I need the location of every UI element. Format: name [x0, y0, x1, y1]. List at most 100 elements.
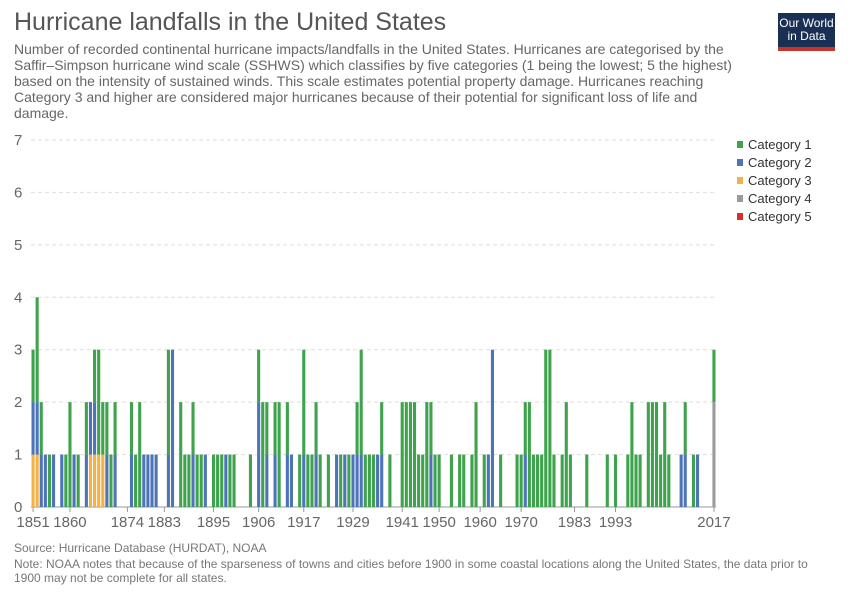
bar-1976-category-1[interactable]	[544, 349, 548, 507]
bar-1996-category-1[interactable]	[626, 454, 630, 507]
bar-1884-category-1[interactable]	[166, 349, 170, 455]
bar-1963-category-2[interactable]	[490, 349, 495, 507]
bar-2017-category-4[interactable]	[712, 402, 716, 507]
bar-1864-category-1[interactable]	[84, 402, 88, 455]
bar-1885-category-2[interactable]	[170, 349, 175, 507]
bar-1981-category-1[interactable]	[564, 402, 568, 507]
bar-1923-category-1[interactable]	[326, 454, 330, 507]
bar-1970-category-1[interactable]	[519, 454, 523, 507]
bar-1945-category-1[interactable]	[417, 454, 421, 507]
bar-1879-category-2[interactable]	[146, 454, 150, 507]
bar-1934-category-1[interactable]	[371, 454, 376, 507]
bar-1893-category-2[interactable]	[203, 454, 207, 507]
bar-1851-category-3[interactable]	[31, 454, 35, 507]
bar-2017-category-1[interactable]	[712, 349, 716, 403]
bar-1932-category-1[interactable]	[363, 454, 367, 507]
bar-1961-category-1[interactable]	[482, 454, 486, 507]
bar-1876-category-1[interactable]	[134, 454, 138, 507]
bar-1897-category-1[interactable]	[220, 454, 224, 507]
bar-1931-category-2[interactable]	[359, 454, 363, 507]
bar-1941-category-1[interactable]	[400, 402, 404, 507]
bar-1928-category-1[interactable]	[347, 454, 351, 507]
bar-1925-category-2[interactable]	[335, 454, 339, 507]
bar-1871-category-2[interactable]	[113, 454, 117, 507]
bar-1851-category-1[interactable]	[31, 349, 35, 403]
bar-1969-category-1[interactable]	[515, 454, 519, 507]
bar-1866-category-2[interactable]	[93, 402, 97, 455]
bar-1919-category-1[interactable]	[310, 454, 314, 507]
legend-label-4[interactable]: Category 4	[748, 191, 812, 206]
bar-1860-category-1[interactable]	[68, 402, 72, 507]
bar-1892-category-1[interactable]	[199, 454, 203, 507]
bar-1895-category-1[interactable]	[211, 454, 216, 507]
bar-1947-category-1[interactable]	[425, 402, 429, 507]
bar-1977-category-1[interactable]	[548, 349, 552, 507]
bar-2005-category-1[interactable]	[663, 402, 667, 507]
bar-1913-category-1[interactable]	[285, 402, 289, 455]
bar-1889-category-1[interactable]	[187, 454, 191, 507]
bar-1916-category-1[interactable]	[298, 454, 302, 507]
bar-1944-category-1[interactable]	[412, 402, 417, 507]
bar-1878-category-2[interactable]	[142, 454, 146, 507]
bar-1910-category-2[interactable]	[273, 454, 277, 507]
bar-1917-category-1[interactable]	[302, 349, 306, 455]
bar-1998-category-1[interactable]	[634, 454, 638, 507]
bar-1929-category-2[interactable]	[351, 454, 355, 507]
bar-1930-category-1[interactable]	[355, 402, 359, 455]
bar-1974-category-1[interactable]	[536, 454, 540, 507]
bar-2010-category-1[interactable]	[683, 402, 687, 455]
bar-1891-category-1[interactable]	[195, 454, 199, 507]
bar-1908-category-1[interactable]	[265, 402, 269, 455]
bar-1993-category-1[interactable]	[613, 454, 618, 507]
bar-1906-category-1[interactable]	[257, 349, 261, 403]
bar-1870-category-1[interactable]	[109, 454, 113, 507]
bar-1858-category-2[interactable]	[60, 454, 64, 507]
bar-1862-category-1[interactable]	[76, 454, 80, 507]
bar-1971-category-1[interactable]	[523, 402, 527, 455]
bar-1880-category-2[interactable]	[150, 454, 154, 507]
bar-1936-category-2[interactable]	[380, 454, 384, 507]
bar-1971-category-2[interactable]	[523, 454, 527, 507]
bar-1868-category-1[interactable]	[101, 402, 105, 455]
bar-1936-category-1[interactable]	[380, 402, 384, 455]
legend-swatch-4[interactable]	[737, 195, 743, 202]
bar-1869-category-2[interactable]	[105, 454, 109, 507]
bar-1978-category-1[interactable]	[552, 454, 556, 507]
legend-swatch-1[interactable]	[737, 141, 743, 148]
bar-1926-category-1[interactable]	[339, 454, 343, 507]
bar-1868-category-3[interactable]	[101, 454, 105, 507]
legend-swatch-5[interactable]	[737, 213, 743, 220]
bar-1881-category-2[interactable]	[154, 454, 158, 507]
bar-1890-category-1[interactable]	[191, 402, 195, 455]
bar-1997-category-1[interactable]	[630, 402, 634, 507]
bar-2012-category-1[interactable]	[691, 454, 695, 507]
legend-swatch-2[interactable]	[737, 159, 743, 166]
bar-1982-category-1[interactable]	[568, 454, 572, 507]
bar-1956-category-1[interactable]	[462, 454, 466, 507]
bar-1948-category-2[interactable]	[429, 454, 433, 507]
bar-1898-category-2[interactable]	[224, 454, 228, 507]
bar-1917-category-2[interactable]	[302, 454, 306, 507]
bar-1959-category-1[interactable]	[474, 402, 478, 507]
bar-1986-category-1[interactable]	[585, 454, 589, 507]
bar-1865-category-2[interactable]	[88, 402, 93, 455]
bar-1965-category-1[interactable]	[499, 454, 503, 507]
bars[interactable]	[31, 297, 716, 507]
bar-1962-category-2[interactable]	[486, 454, 490, 507]
bar-1900-category-1[interactable]	[232, 454, 236, 507]
bar-1865-category-3[interactable]	[88, 454, 93, 507]
bar-2003-category-1[interactable]	[654, 402, 659, 507]
bar-1958-category-1[interactable]	[470, 454, 474, 507]
bar-1950-category-1[interactable]	[437, 454, 441, 507]
bar-1856-category-2[interactable]	[52, 454, 56, 507]
bar-1999-category-1[interactable]	[638, 454, 642, 507]
bar-1852-category-3[interactable]	[35, 454, 39, 507]
bar-1930-category-2[interactable]	[355, 454, 359, 507]
legend-label-1[interactable]: Category 1	[748, 137, 812, 152]
legend-label-2[interactable]: Category 2	[748, 155, 812, 170]
legend-swatch-3[interactable]	[737, 177, 743, 184]
bar-1859-category-1[interactable]	[64, 454, 68, 507]
bar-1946-category-1[interactable]	[421, 454, 425, 507]
bar-1866-category-3[interactable]	[93, 454, 97, 507]
bar-1869-category-1[interactable]	[105, 402, 109, 455]
